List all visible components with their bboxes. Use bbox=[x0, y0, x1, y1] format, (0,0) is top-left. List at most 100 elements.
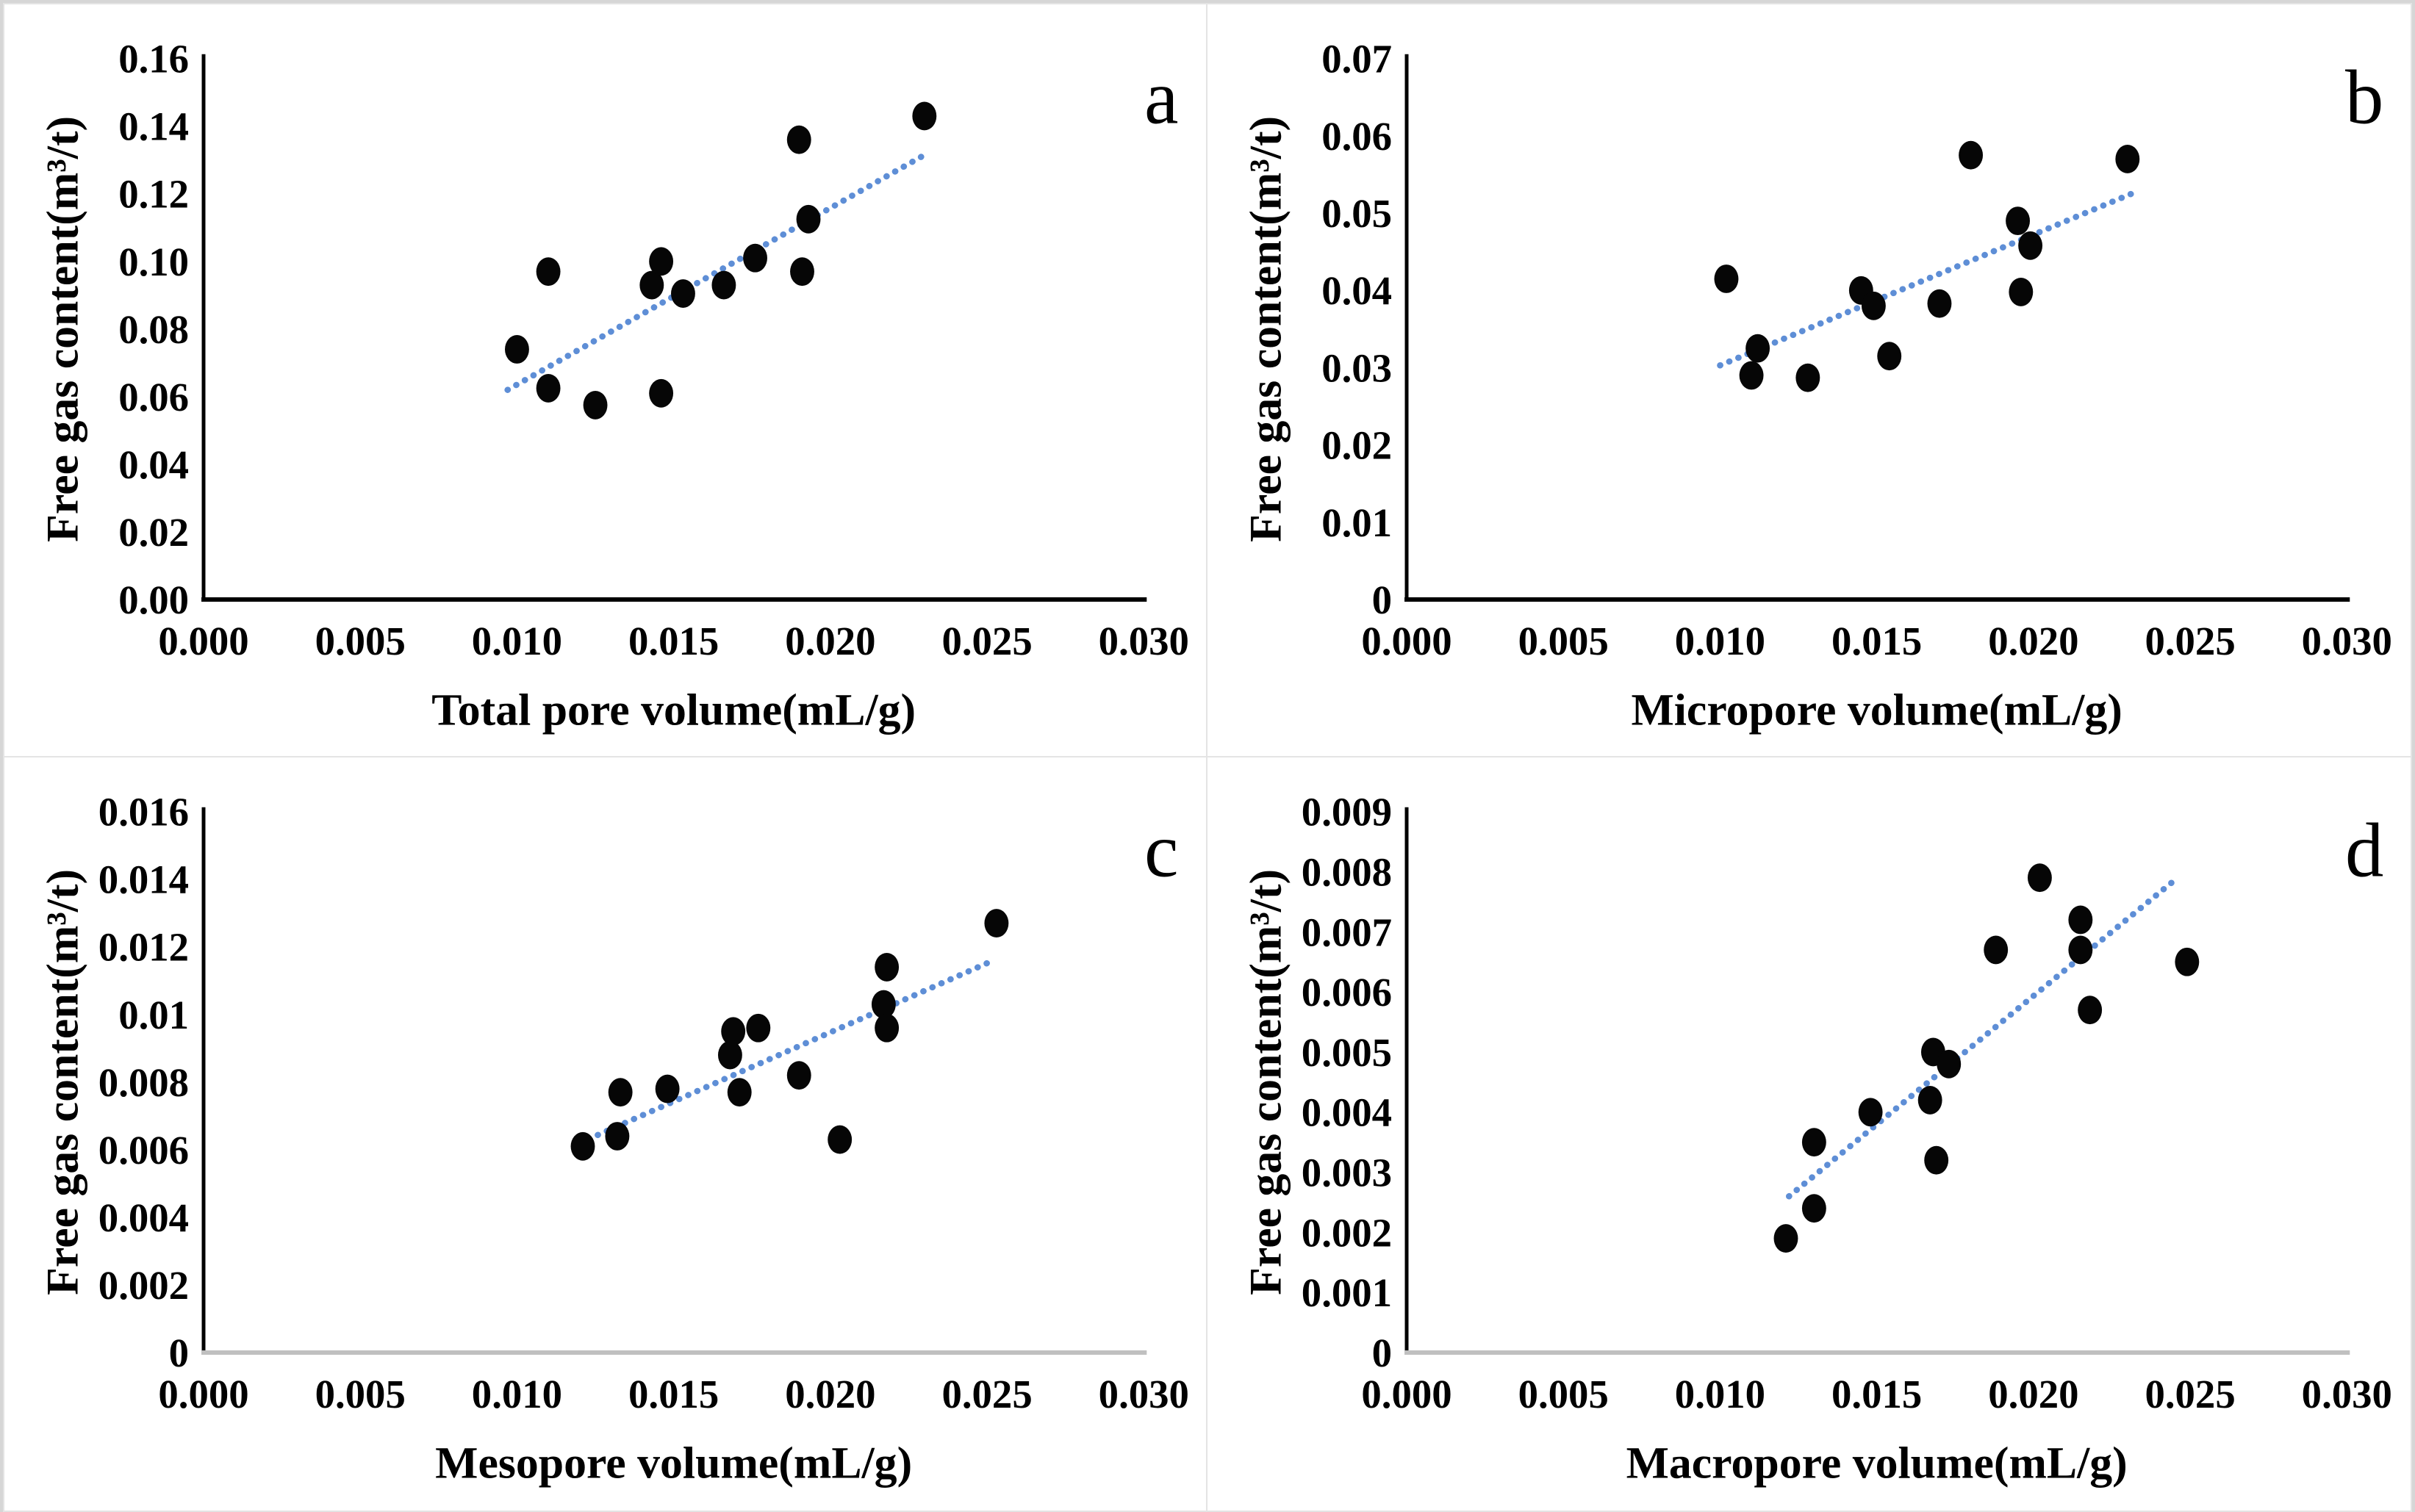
trendline bbox=[504, 150, 931, 393]
x-tick-label: 0.005 bbox=[315, 1372, 406, 1416]
x-tick-label: 0.015 bbox=[1831, 619, 1922, 663]
trendline bbox=[1786, 874, 2181, 1200]
y-tick-label: 0.008 bbox=[1302, 850, 1392, 895]
panel-c: 0.000 0.005 0.010 0.015 0.020 0.025 0.030 0 0.00… bbox=[3, 756, 1209, 1512]
data-point bbox=[721, 1017, 746, 1046]
y-tick-label: 0.00 bbox=[118, 577, 189, 622]
data-point bbox=[875, 953, 900, 982]
data-point bbox=[2027, 863, 2052, 893]
data-point bbox=[912, 101, 937, 131]
y-axis-title: Free gas content(m³/t) bbox=[1241, 116, 1291, 542]
data-point bbox=[608, 1078, 633, 1107]
y-tick-label: 0.02 bbox=[1321, 423, 1392, 468]
y-tick-label: 0.05 bbox=[1321, 191, 1392, 236]
y-tick-label: 0.02 bbox=[118, 510, 189, 555]
y-tick-label: 0.04 bbox=[118, 442, 189, 487]
x-tick-label: 0.015 bbox=[628, 1372, 719, 1416]
x-tick-label: 0.005 bbox=[315, 619, 406, 663]
y-tick-label: 0.10 bbox=[118, 240, 189, 284]
y-tick-label: 0.016 bbox=[98, 790, 189, 835]
x-tick-label: 0.000 bbox=[158, 619, 248, 663]
data-point bbox=[2068, 905, 2093, 935]
x-axis-title: Macropore volume(mL/g) bbox=[1626, 1439, 2128, 1488]
y-tick-label: 0.004 bbox=[98, 1195, 189, 1240]
x-tick-label: 0.010 bbox=[472, 619, 562, 663]
panel-letter: b bbox=[2345, 54, 2383, 140]
data-point bbox=[536, 257, 561, 287]
data-point bbox=[1959, 140, 1984, 170]
panel-letter: a bbox=[1144, 54, 1178, 140]
data-point bbox=[1858, 1098, 1883, 1127]
y-tick-label: 0 bbox=[1372, 1331, 1392, 1375]
y-tick-label: 0.008 bbox=[98, 1060, 189, 1105]
x-tick-label: 0.030 bbox=[1099, 1372, 1189, 1416]
x-tick-label: 0.010 bbox=[1675, 619, 1765, 663]
data-point bbox=[2115, 145, 2140, 173]
y-tick-label: 0 bbox=[169, 1331, 189, 1375]
data-point bbox=[1861, 291, 1886, 320]
x-tick-label: 0.000 bbox=[1361, 619, 1451, 663]
x-tick-label: 0.020 bbox=[785, 1372, 875, 1416]
x-tick-label: 0.025 bbox=[2145, 619, 2235, 663]
panel-letter: d bbox=[2345, 808, 2383, 893]
data-point bbox=[746, 1014, 771, 1043]
data-point bbox=[1739, 361, 1764, 390]
data-point bbox=[1877, 342, 1902, 371]
data-point bbox=[875, 1014, 900, 1043]
data-point bbox=[671, 279, 695, 308]
y-axis-title: Free gas content(m³/t) bbox=[38, 116, 88, 542]
x-tick-label: 0.000 bbox=[1361, 1372, 1451, 1416]
x-tick-label: 0.010 bbox=[472, 1372, 562, 1416]
x-tick-label: 0.020 bbox=[1988, 619, 2078, 663]
data-point bbox=[1984, 935, 2009, 965]
y-tick-label: 0.007 bbox=[1302, 910, 1392, 955]
y-tick-label: 0.08 bbox=[118, 307, 189, 352]
data-point bbox=[2068, 935, 2093, 965]
y-tick-label: 0.04 bbox=[1321, 268, 1392, 313]
data-point bbox=[727, 1078, 752, 1107]
data-point bbox=[786, 1061, 811, 1090]
data-point bbox=[2175, 948, 2200, 976]
y-tick-label: 0.12 bbox=[118, 172, 189, 217]
y-tick-label: 0.012 bbox=[98, 925, 189, 970]
data-point bbox=[2009, 277, 2034, 306]
y-tick-label: 0.06 bbox=[118, 375, 189, 420]
x-tick-label: 0.030 bbox=[1099, 619, 1189, 663]
y-tick-label: 0.06 bbox=[1321, 114, 1392, 159]
data-point bbox=[536, 373, 561, 403]
x-tick-label: 0.020 bbox=[785, 619, 875, 663]
x-tick-label: 0.030 bbox=[2302, 619, 2392, 663]
y-tick-label: 0.01 bbox=[1321, 500, 1392, 545]
scatter-chart-micropore: 0.000 0.005 0.010 0.015 0.020 0.025 0.030 0 0.01… bbox=[1241, 37, 2392, 735]
data-point bbox=[1714, 264, 1739, 293]
data-point bbox=[1917, 1086, 1942, 1115]
x-tick-label: 0.025 bbox=[941, 619, 1032, 663]
y-tick-label: 0.002 bbox=[1302, 1211, 1392, 1256]
x-axis-title: Mesopore volume(mL/g) bbox=[435, 1439, 912, 1488]
data-point bbox=[1801, 1128, 1826, 1157]
data-point bbox=[583, 390, 608, 420]
data-point bbox=[505, 335, 529, 364]
data-point bbox=[1773, 1224, 1798, 1253]
data-point bbox=[2078, 996, 2103, 1025]
data-point bbox=[1927, 289, 1952, 318]
x-tick-label: 0.000 bbox=[158, 1372, 248, 1416]
y-axis-title: Free gas content(m³/t) bbox=[1241, 869, 1291, 1295]
y-tick-label: 0.006 bbox=[98, 1128, 189, 1173]
x-tick-label: 0.025 bbox=[941, 1372, 1032, 1416]
y-tick-label: 0.001 bbox=[1302, 1270, 1392, 1315]
y-axis-title: Free gas content(m³/t) bbox=[38, 869, 88, 1295]
x-axis-title: Micropore volume(mL/g) bbox=[1631, 685, 2122, 735]
y-tick-label: 0.01 bbox=[118, 993, 189, 1037]
data-point bbox=[828, 1125, 853, 1154]
data-point bbox=[743, 243, 767, 273]
data-point bbox=[655, 1074, 680, 1104]
data-point bbox=[2018, 231, 2043, 260]
data-point bbox=[1937, 1050, 1962, 1079]
data-point bbox=[786, 125, 811, 154]
panel-d: 0.000 0.005 0.010 0.015 0.020 0.025 0.030 0 0.00… bbox=[1206, 756, 2412, 1512]
data-point bbox=[711, 270, 736, 300]
trendline bbox=[1717, 188, 2140, 369]
scatter-chart-mesopore: 0.000 0.005 0.010 0.015 0.020 0.025 0.030 0 0.00… bbox=[38, 790, 1189, 1488]
